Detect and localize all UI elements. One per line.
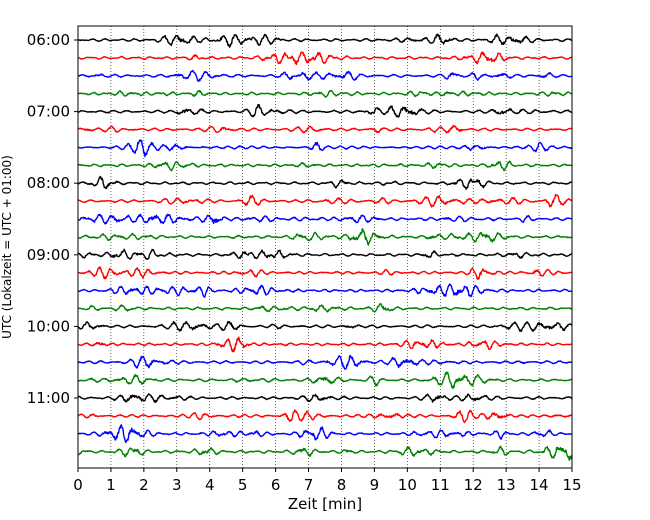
x-tick-label: 1: [106, 476, 116, 494]
seismic-trace: [77, 193, 573, 208]
x-tick-label: 11: [431, 476, 450, 494]
seismic-trace: [77, 175, 573, 190]
seismic-trace: [77, 139, 573, 158]
y-axis-label: UTC (Lokalzeit = UTC + 01:00): [0, 155, 14, 339]
seismic-trace: [77, 283, 573, 298]
y-tick-label: 10:00: [27, 317, 70, 335]
seismic-trace: [77, 424, 573, 444]
y-tick-label: 11:00: [27, 389, 70, 407]
seismic-trace: [77, 51, 573, 66]
x-tick-label: 15: [562, 476, 581, 494]
x-tick-label: 9: [370, 476, 380, 494]
seismic-trace: [77, 303, 573, 313]
seismic-trace: [77, 248, 573, 260]
x-tick-label: 2: [139, 476, 149, 494]
x-tick-label: 14: [530, 476, 549, 494]
seismic-trace: [77, 354, 573, 370]
x-tick-label: 8: [337, 476, 347, 494]
x-tick-label: 3: [172, 476, 182, 494]
y-axis-ticks: 06:00 07:00 08:00 09:00 10:00 11:00: [27, 31, 78, 407]
seismic-trace: [77, 393, 573, 404]
seismic-trace: [77, 89, 573, 98]
seismic-trace: [77, 336, 573, 353]
y-tick-label: 08:00: [27, 174, 70, 192]
seismic-trace: [77, 371, 573, 390]
seismic-trace: [77, 445, 573, 461]
seismic-trace: [77, 103, 573, 118]
seismic-trace: [77, 160, 573, 172]
x-tick-label: 4: [205, 476, 215, 494]
seismic-trace: [77, 266, 573, 280]
x-tick-label: 0: [73, 476, 83, 494]
seismic-trace: [77, 320, 573, 333]
x-tick-label: 7: [304, 476, 314, 494]
seismic-trace: [77, 33, 573, 48]
seismic-trace: [77, 69, 573, 82]
x-tick-label: 5: [238, 476, 248, 494]
y-tick-label: 06:00: [27, 31, 70, 49]
y-tick-label: 07:00: [27, 103, 70, 121]
grid-lines: [110, 26, 540, 468]
seismic-trace: [77, 409, 573, 424]
y-tick-label: 09:00: [27, 246, 70, 264]
plot-frame: [77, 25, 573, 469]
x-axis-label: Zeit [min]: [288, 495, 362, 513]
x-tick-label: 12: [464, 476, 483, 494]
seismic-trace: [77, 124, 573, 134]
x-tick-label: 13: [497, 476, 516, 494]
x-axis-ticks: 0 1 2 3 4 5 6 7 8 9 10 11 12 13 14 15: [73, 468, 582, 494]
x-tick-label: 10: [398, 476, 417, 494]
x-tick-label: 6: [271, 476, 281, 494]
seismic-trace: [77, 228, 573, 246]
seismic-trace: [77, 213, 573, 225]
seismic-traces: [77, 33, 573, 461]
